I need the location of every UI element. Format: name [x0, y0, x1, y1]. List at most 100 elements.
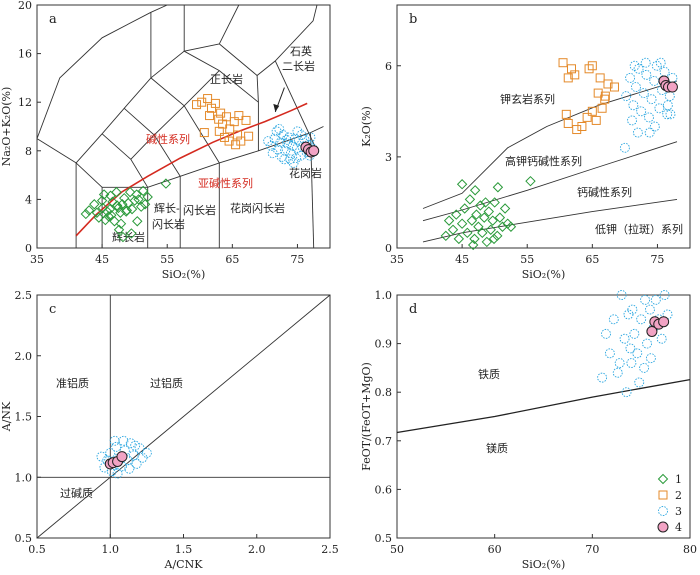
- data-point-group1: [160, 178, 172, 189]
- data-point-group4: [658, 316, 670, 328]
- data-point-group1: [487, 215, 498, 226]
- data-point-group2: [566, 64, 576, 74]
- data-point-group3: [124, 463, 135, 474]
- data-point-group1: [440, 230, 452, 242]
- data-point-group3: [280, 145, 291, 156]
- y-tick-label: 2.5: [15, 289, 33, 302]
- y-tick-label: 0.5: [375, 532, 393, 545]
- x-tick-label: 50: [390, 543, 404, 556]
- data-point-group3: [659, 290, 670, 300]
- data-point-group3: [604, 348, 615, 359]
- arrow-head: [273, 103, 280, 112]
- x-tick-label: 2.5: [321, 543, 339, 556]
- panel-label: c: [49, 302, 56, 317]
- data-point-group3: [131, 458, 142, 469]
- data-point-group1: [100, 214, 111, 226]
- data-point-group1: [485, 224, 496, 235]
- data-point-group1: [135, 201, 147, 212]
- data-point-group2: [658, 490, 668, 500]
- data-point-group4: [308, 145, 320, 157]
- data-point-group3: [632, 127, 643, 138]
- data-point-group2: [593, 88, 603, 98]
- data-point-group2: [210, 98, 220, 108]
- data-point-group3: [281, 134, 292, 145]
- data-point-group3: [662, 109, 673, 120]
- region-label: 二长岩: [282, 59, 315, 73]
- data-point-group3: [621, 91, 632, 102]
- data-point-group3: [640, 57, 651, 68]
- data-point-group3: [625, 72, 636, 83]
- data-point-group1: [137, 185, 149, 197]
- data-point-group2: [218, 119, 228, 129]
- data-point-group2: [561, 109, 571, 119]
- data-point-group2: [233, 130, 243, 140]
- data-point-group2: [603, 79, 613, 89]
- legend: 1 2 3 4: [657, 473, 682, 534]
- data-point-group3: [655, 57, 666, 68]
- data-point-group3: [96, 451, 107, 462]
- x-tick-label: 65: [225, 253, 239, 266]
- x-tick-label: 55: [520, 253, 534, 266]
- data-point-group1: [464, 194, 476, 205]
- data-point-group2: [609, 82, 619, 92]
- data-point-group3: [105, 448, 116, 458]
- data-point-group1: [139, 199, 151, 210]
- data-point-group1: [111, 200, 123, 211]
- data-point-group3: [291, 153, 302, 164]
- data-point-group1: [497, 221, 508, 232]
- data-point-group1: [83, 205, 95, 216]
- legend-label: 1: [675, 473, 682, 486]
- ferroan-magnesian-boundary: [396, 378, 691, 434]
- data-point-group3: [284, 132, 294, 143]
- data-point-group3: [271, 126, 282, 137]
- data-point-group1: [142, 191, 153, 203]
- y-tick-label: 12: [18, 96, 32, 109]
- data-point-group3: [282, 138, 292, 149]
- data-points: [80, 94, 320, 243]
- y-tick-label: 0.7: [375, 435, 393, 448]
- data-point-group1: [133, 194, 144, 205]
- data-point-group2: [214, 126, 224, 136]
- data-point-group2: [582, 112, 592, 122]
- region-label: 铁质: [478, 368, 500, 381]
- x-tick-label: 55: [160, 253, 174, 266]
- data-point-group1: [451, 209, 462, 220]
- data-point-group3: [639, 362, 650, 373]
- data-point-group1: [107, 196, 118, 208]
- data-point-group1: [129, 195, 140, 206]
- data-point-group3: [627, 115, 638, 126]
- data-point-group1: [117, 231, 129, 243]
- data-point-group2: [591, 115, 601, 125]
- data-point-group1: [132, 216, 143, 227]
- data-point-group3: [651, 60, 662, 71]
- data-point-group3: [128, 450, 139, 461]
- data-point-group3: [632, 348, 643, 359]
- plot-frame: [36, 4, 331, 249]
- data-point-group4: [116, 451, 128, 463]
- data-point-group3: [621, 387, 632, 398]
- data-point-group3: [614, 358, 625, 368]
- data-point-group1: [483, 206, 495, 217]
- data-point-group1: [456, 179, 468, 190]
- data-point-group1: [467, 239, 479, 251]
- data-point-group3: [619, 333, 630, 344]
- data-point-group1: [480, 197, 491, 208]
- data-point-group2: [600, 94, 610, 104]
- data-point-group3: [642, 338, 652, 349]
- tas-boundary-line: [101, 133, 149, 188]
- x-axis-label: SiO₂(%): [162, 268, 206, 281]
- region-label: 钾玄岩系列: [500, 92, 555, 106]
- data-point-group2: [587, 106, 597, 116]
- data-point-group3: [292, 126, 303, 137]
- data-point-group1: [462, 227, 473, 239]
- data-points: [440, 57, 678, 251]
- data-point-group1: [488, 233, 500, 245]
- y-tick-label: 8: [25, 145, 32, 158]
- data-point-group1: [525, 175, 536, 187]
- data-point-group3: [267, 148, 278, 159]
- data-point-group1: [481, 236, 493, 248]
- tas-boundary-line: [36, 4, 168, 139]
- data-point-group2: [572, 125, 582, 135]
- data-point-group3: [629, 60, 640, 71]
